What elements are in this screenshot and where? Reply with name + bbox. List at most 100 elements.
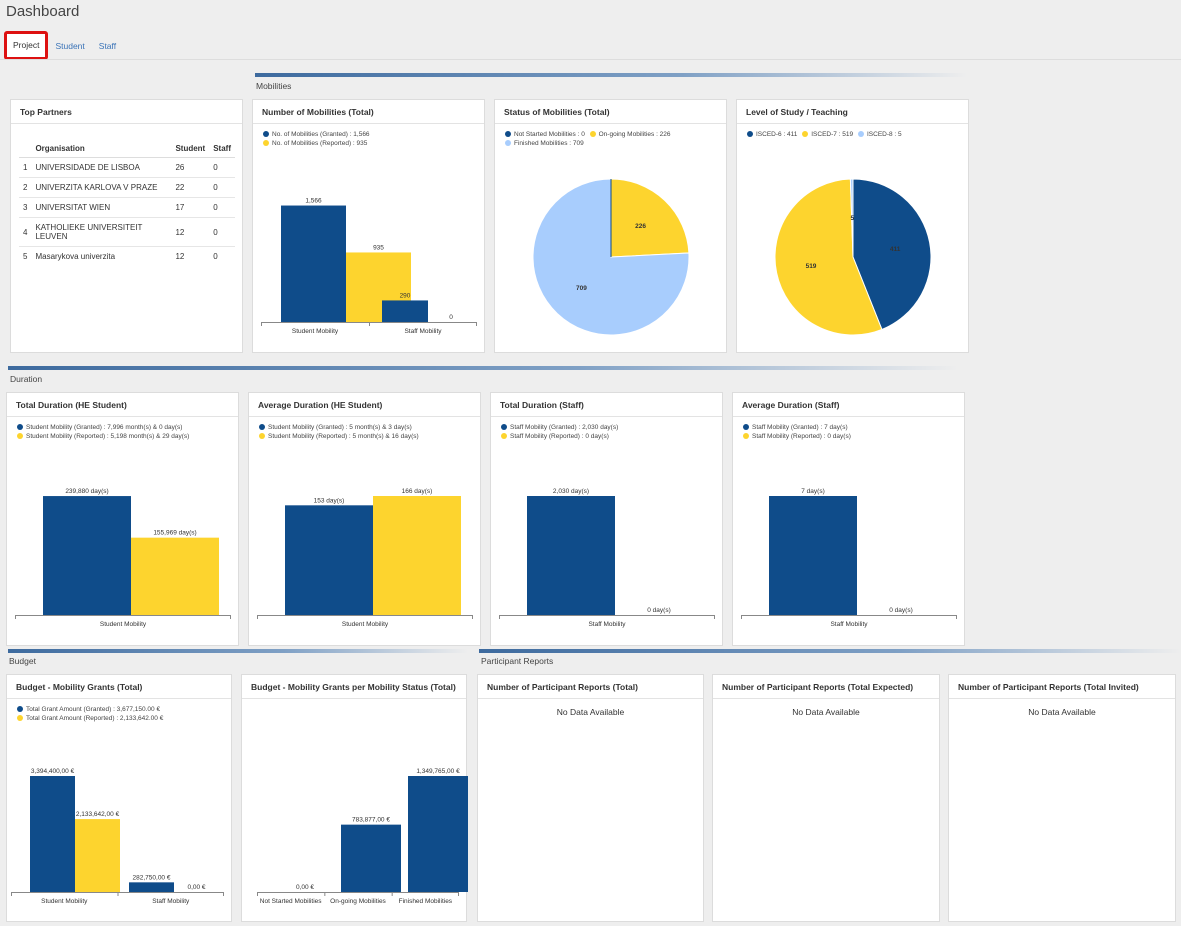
- data-label: 1,566: [305, 198, 322, 205]
- data-label: 3,394,400,00 €: [31, 768, 75, 775]
- legend-item[interactable]: ISCED-6 : 411: [747, 130, 797, 139]
- tab-divider: [0, 59, 1181, 60]
- legend-label: Staff Mobility (Granted) : 2,030 day(s): [510, 424, 619, 431]
- legend-item[interactable]: Staff Mobility (Granted) : 2,030 day(s): [501, 423, 716, 432]
- x-tick-label: Finished Mobilities: [399, 898, 453, 905]
- legend-label: No. of Mobilities (Granted) : 1,566: [272, 131, 370, 138]
- legend-item[interactable]: No. of Mobilities (Reported) : 935: [263, 139, 478, 148]
- legend-label: Total Grant Amount (Granted) : 3,677,150…: [26, 706, 161, 713]
- legend-label: Student Mobility (Granted) : 5 month(s) …: [268, 424, 412, 431]
- legend-dot-icon: [501, 432, 507, 439]
- legend-item[interactable]: Student Mobility (Reported) : 5,198 mont…: [17, 432, 232, 441]
- bar: [769, 496, 857, 615]
- legend-dot-icon: [259, 423, 265, 430]
- staff-cell: 0: [209, 197, 235, 218]
- legend-item[interactable]: Finished Mobilities : 709: [505, 139, 584, 148]
- total-duration-staff-panel: Total Duration (Staff) Staff Mobility (G…: [490, 392, 723, 646]
- legend-item[interactable]: Student Mobility (Granted) : 7,996 month…: [17, 423, 232, 432]
- total-duration-he-panel: Total Duration (HE Student) Student Mobi…: [6, 392, 239, 646]
- panel-title: Budget - Mobility Grants (Total): [7, 675, 231, 699]
- legend-label: Staff Mobility (Granted) : 7 day(s): [752, 424, 848, 431]
- rank-cell: 3: [19, 197, 32, 218]
- panel-title: Number of Participant Reports (Total): [478, 675, 703, 699]
- total-duration-he-chart: 239,880 day(s) 155,969 day(s) Student Mobi…: [15, 488, 231, 628]
- mobilities-total-panel: Number of Mobilities (Total) No. of Mobi…: [252, 99, 485, 353]
- bar: [129, 882, 174, 892]
- budget-status-panel: Budget - Mobility Grants per Mobility St…: [241, 674, 468, 922]
- participant-reports-total-panel: Number of Participant Reports (Total) No…: [477, 674, 704, 922]
- section-title-duration: Duration: [10, 374, 43, 384]
- section-title-mobilities: Mobilities: [256, 81, 292, 91]
- legend-dot-icon: [802, 130, 809, 137]
- staff-cell: 0: [209, 177, 235, 198]
- chart-legend: Total Grant Amount (Granted) : 3,677,150…: [17, 705, 225, 723]
- bar: [75, 819, 120, 892]
- legend-item[interactable]: Student Mobility (Granted) : 5 month(s) …: [259, 423, 474, 432]
- legend-item[interactable]: Staff Mobility (Reported) : 0 day(s): [501, 432, 716, 441]
- legend-dot-icon: [747, 130, 753, 137]
- chart-legend: Not Started Mobilities : 0 On-going Mobi…: [505, 130, 720, 148]
- bar: [30, 776, 75, 892]
- data-label: 0 day(s): [647, 607, 670, 614]
- panel-title: Total Duration (Staff): [491, 393, 722, 417]
- tab-project[interactable]: Project: [4, 31, 49, 60]
- panel-title: Number of Participant Reports (Total Inv…: [949, 675, 1175, 699]
- chart-legend: Staff Mobility (Granted) : 2,030 day(s) …: [501, 423, 716, 441]
- data-label: 2,133,642,00 €: [76, 811, 120, 818]
- legend-label: On-going Mobilities : 226: [598, 131, 671, 138]
- pie-label: 226: [635, 223, 646, 230]
- legend-label: ISCED-8 : 5: [866, 131, 902, 138]
- student-cell: 26: [171, 157, 210, 178]
- bar: [341, 824, 401, 892]
- chart-legend: Student Mobility (Granted) : 7,996 month…: [17, 423, 232, 441]
- legend-label: Total Grant Amount (Reported) : 2,133,64…: [26, 715, 164, 722]
- legend-dot-icon: [505, 130, 511, 137]
- legend-label: Not Started Mobilities : 0: [514, 131, 585, 138]
- legend-item[interactable]: No. of Mobilities (Granted) : 1,566: [263, 130, 478, 139]
- table-row: 5 Masarykova univerzita 12 0: [19, 247, 235, 267]
- top-partners-panel: Top Partners Organisation Student Staff …: [10, 99, 243, 353]
- bar: [373, 496, 461, 615]
- legend-item[interactable]: Staff Mobility (Granted) : 7 day(s): [743, 423, 958, 432]
- mobility-status-pie: 226 709: [532, 178, 690, 336]
- column-header: Organisation: [31, 140, 172, 158]
- legend-item[interactable]: Staff Mobility (Reported) : 0 day(s): [743, 432, 958, 441]
- chart-legend: ISCED-6 : 411 ISCED-7 : 519 ISCED-8 : 5: [747, 130, 962, 139]
- average-duration-staff-chart: 7 day(s) 0 day(s) Staff Mobility: [741, 488, 957, 628]
- legend-label: Finished Mobilities : 709: [514, 140, 584, 147]
- chart-legend: No. of Mobilities (Granted) : 1,566 No. …: [263, 130, 478, 148]
- legend-item[interactable]: Total Grant Amount (Reported) : 2,133,64…: [17, 714, 225, 723]
- legend-dot-icon: [17, 423, 23, 430]
- chart-legend: Staff Mobility (Granted) : 7 day(s) Staf…: [743, 423, 958, 441]
- legend-item[interactable]: On-going Mobilities : 226: [589, 130, 671, 139]
- mobilities-total-chart: 1,566 935 Student Mobility 290 0 Staff Mobili…: [261, 198, 477, 335]
- pie-label: 5: [851, 215, 855, 222]
- pie-slice: [610, 178, 690, 258]
- table-row: 1 UNIVERSIDADE DE LISBOA 26 0: [19, 157, 235, 178]
- data-label: 2,030 day(s): [553, 488, 589, 495]
- legend-dot-icon: [17, 705, 23, 712]
- panel-title: Number of Mobilities (Total): [253, 100, 484, 124]
- legend-item[interactable]: ISCED-8 : 5: [857, 130, 902, 139]
- data-label: 153 day(s): [314, 497, 345, 504]
- panel-title: Top Partners: [11, 100, 242, 124]
- student-cell: 12: [171, 217, 210, 247]
- panel-title: Level of Study / Teaching: [737, 100, 968, 124]
- legend-dot-icon: [259, 432, 265, 439]
- legend-item[interactable]: Total Grant Amount (Granted) : 3,677,150…: [17, 705, 225, 714]
- average-duration-he-chart: 153 day(s) 166 day(s) Student Mobility: [257, 488, 473, 628]
- tab-student[interactable]: Student: [55, 40, 85, 51]
- column-header: Student: [171, 140, 210, 158]
- legend-label: Student Mobility (Reported) : 5 month(s)…: [268, 433, 419, 440]
- pie-slice: [852, 178, 932, 331]
- table-row: 4 KATHOLIEKE UNIVERSITEIT LEUVEN 12 0: [19, 217, 235, 247]
- data-label: 0,00 €: [296, 884, 314, 891]
- tab-staff[interactable]: Staff: [98, 40, 117, 51]
- data-label: 1,349,765,00 €: [416, 768, 460, 775]
- legend-item[interactable]: Not Started Mobilities : 0: [505, 130, 585, 139]
- legend-item[interactable]: ISCED-7 : 519: [802, 130, 853, 139]
- tab-bar: Project Student Staff: [4, 31, 123, 60]
- average-duration-staff-panel: Average Duration (Staff) Staff Mobility …: [732, 392, 965, 646]
- legend-item[interactable]: Student Mobility (Reported) : 5 month(s)…: [259, 432, 474, 441]
- average-duration-he-panel: Average Duration (HE Student) Student Mo…: [248, 392, 481, 646]
